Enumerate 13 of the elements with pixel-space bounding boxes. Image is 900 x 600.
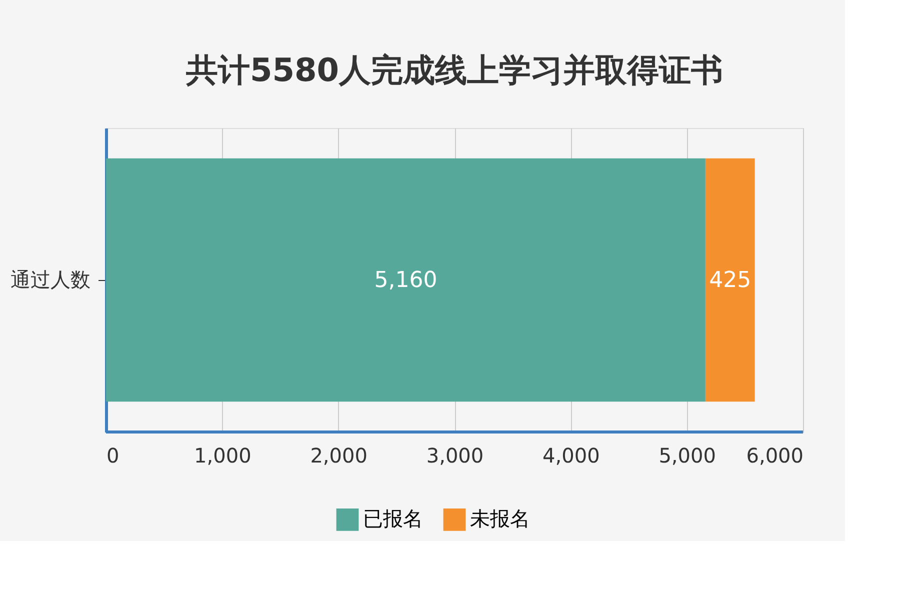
legend-label: 未报名 xyxy=(470,506,530,531)
x-tick-label: 2,000 xyxy=(310,444,368,468)
y-tick-label: 通过人数 xyxy=(10,268,90,292)
x-tick-label: 0 xyxy=(106,444,120,468)
x-tick-label: 1,000 xyxy=(194,444,252,468)
x-tick-label: 4,000 xyxy=(542,444,600,468)
chart-title: 共计5580人完成线上学习并取得证书 xyxy=(184,51,724,89)
legend-label: 已报名 xyxy=(363,506,423,531)
data-label: 5,160 xyxy=(374,268,438,293)
x-tick-label: 6,000 xyxy=(746,444,804,468)
x-tick-label: 5,000 xyxy=(658,444,716,468)
data-label: 425 xyxy=(709,268,752,293)
x-tick-label: 3,000 xyxy=(426,444,484,468)
